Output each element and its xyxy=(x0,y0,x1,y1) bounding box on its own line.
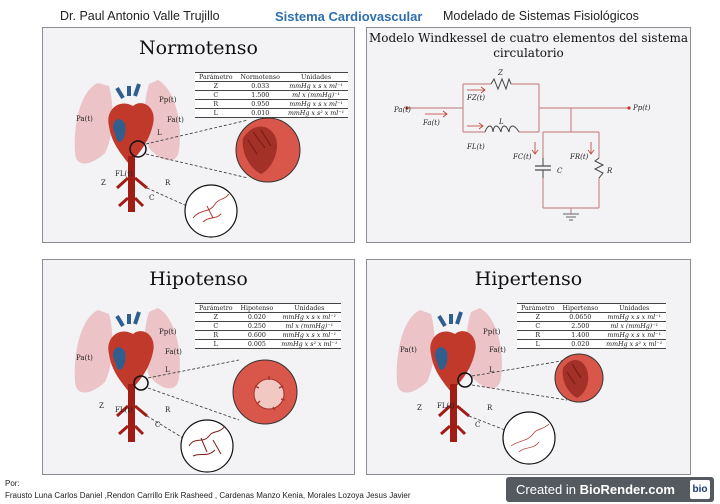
badge-brand: BioRender.com xyxy=(579,482,675,497)
heart-illustration xyxy=(108,311,154,392)
ground-icon xyxy=(563,213,579,221)
zoom-circle xyxy=(129,140,147,158)
myocardium-icon xyxy=(235,117,301,183)
windkessel-circuit: Pa(t) Fa(t) FZ(t) FL(t) Z L Pp(t) FC(t) … xyxy=(393,69,651,221)
resistor-icon xyxy=(490,77,512,91)
circulation-illustration: Pa(t) Pp(t) Fa(t) FL(t) Z L R C xyxy=(74,308,298,473)
label-z: Z xyxy=(417,404,422,412)
params-table: Parámetro Hipotenso Unidades Z 0.020 mmHg … xyxy=(195,303,342,349)
header-topic: Sistema Cardiovascular xyxy=(275,9,423,24)
aorta-illustration xyxy=(115,384,148,442)
label-pa: Pa(t) xyxy=(400,346,417,354)
aorta-illustration xyxy=(437,384,470,442)
label-c: C xyxy=(149,194,154,202)
panel-title: Hipotenso xyxy=(149,268,248,290)
badge-text: Created in BioRender.com xyxy=(516,482,675,497)
capillary-icon xyxy=(184,184,238,238)
label-fa: Fa(t) xyxy=(167,116,184,124)
label-fl: FL(t) xyxy=(115,406,133,414)
label-r: R xyxy=(487,404,493,412)
label-fa: Fa(t) xyxy=(422,119,440,127)
label-pa: Pa(t) xyxy=(76,354,93,362)
footer-label: Por: xyxy=(5,479,20,488)
table-cell: 0.005 xyxy=(236,339,278,349)
label-fa: Fa(t) xyxy=(165,348,182,356)
table-row: L 0.005 mmHg x s² x ml⁻¹ xyxy=(195,339,342,349)
biorender-logo-icon: bio xyxy=(690,480,710,499)
label-l: L xyxy=(157,129,162,137)
capacitor-icon xyxy=(535,158,551,178)
table-row: Z 0.0650 mmHg x s x ml⁻¹ xyxy=(517,312,667,322)
capillary-icon xyxy=(502,411,556,465)
label-l: L xyxy=(489,366,494,374)
label-c: C xyxy=(557,167,563,175)
panel-normotenso: Normotenso Parámetro Normotenso Unidades… xyxy=(42,27,355,243)
zoom-circle xyxy=(457,372,473,388)
label-z: Z xyxy=(101,179,106,187)
label-fc: FC(t) xyxy=(512,153,532,161)
circulation-illustration: Pa(t) Pp(t) Fa(t) FL(t) Z L R C xyxy=(74,80,301,238)
label-r: R xyxy=(165,406,171,414)
label-r: R xyxy=(165,179,171,187)
table-cell: L xyxy=(195,339,237,349)
lung-illustration xyxy=(74,308,180,393)
label-pp: Pp(t) xyxy=(159,96,177,104)
aorta-illustration xyxy=(115,156,148,212)
table-cell: mmHg x s² x ml⁻¹ xyxy=(277,339,342,349)
header-author: Dr. Paul Antonio Valle Trujillo xyxy=(60,9,220,23)
header-course: Modelado de Sistemas Fisiológicos xyxy=(443,9,639,23)
label-r: R xyxy=(606,167,613,175)
table-cell: 0.020 xyxy=(558,339,603,349)
table-cell: mmHg x s² x ml⁻¹ xyxy=(602,339,667,349)
badge-prefix: Created in xyxy=(516,482,580,497)
circulation-illustration: Pa(t) Pp(t) Fa(t) FL(t) Z L R C xyxy=(396,308,604,465)
params-table: Parámetro Normotenso Unidades Z 0.033 mmHg… xyxy=(195,72,349,118)
label-z: Z xyxy=(497,69,503,77)
table-row: L 0.010 mmHg x s² x ml⁻¹ xyxy=(195,108,349,118)
label-fa: Fa(t) xyxy=(489,346,506,354)
capillary-icon xyxy=(180,419,234,473)
label-fr: FR(t) xyxy=(569,153,589,161)
label-z: Z xyxy=(99,402,104,410)
label-c: C xyxy=(155,421,160,429)
inductor-icon xyxy=(484,125,520,133)
table-row: L 0.020 mmHg x s² x ml⁻¹ xyxy=(517,339,667,349)
label-c: C xyxy=(475,421,480,429)
label-fl: FL(t) xyxy=(115,170,133,178)
windkessel-title: Modelo Windkessel de cuatro elementos de… xyxy=(368,31,689,60)
biorender-badge[interactable]: Created in BioRender.com bio xyxy=(506,477,714,502)
heart-illustration xyxy=(430,311,476,392)
myocardium-icon xyxy=(554,353,604,403)
footer-authors: Frausto Luna Carlos Daniel ,Rendon Carri… xyxy=(5,491,411,500)
table-cell: L xyxy=(195,108,237,118)
myocardium-icon xyxy=(232,359,298,425)
label-pp: Pp(t) xyxy=(159,328,177,336)
label-fl: FL(t) xyxy=(466,143,485,151)
resistor-icon xyxy=(593,157,605,179)
lung-illustration xyxy=(396,308,502,393)
panel-hipotenso: Hipotenso Parámetro Hipotenso Unidades Z… xyxy=(42,259,355,475)
heart-illustration xyxy=(108,83,154,164)
lung-illustration xyxy=(74,80,180,164)
params-table: Parámetro Hipertenso Unidades Z 0.0650 mmH… xyxy=(517,303,667,349)
panel-title: Normotenso xyxy=(139,37,258,59)
table-cell: L xyxy=(517,339,559,349)
label-fl: FL(t) xyxy=(437,402,455,410)
label-l: L xyxy=(498,118,504,126)
table-cell: 0.010 xyxy=(236,108,284,118)
label-pa: Pa(t) xyxy=(76,115,93,123)
label-pp: Pp(t) xyxy=(632,104,651,112)
table-cell: mmHg x s² x ml⁻¹ xyxy=(283,108,349,118)
zoom-circle xyxy=(133,375,149,391)
panel-hipertenso: Hipertenso Parámetro Hipertenso Unidades… xyxy=(366,259,691,475)
label-pa: Pa(t) xyxy=(393,106,411,114)
panel-windkessel: Modelo Windkessel de cuatro elementos de… xyxy=(366,27,691,243)
label-pp: Pp(t) xyxy=(483,328,501,336)
label-l: L xyxy=(165,366,170,374)
label-fz: FZ(t) xyxy=(466,94,485,102)
panel-title: Hipertenso xyxy=(474,268,583,290)
